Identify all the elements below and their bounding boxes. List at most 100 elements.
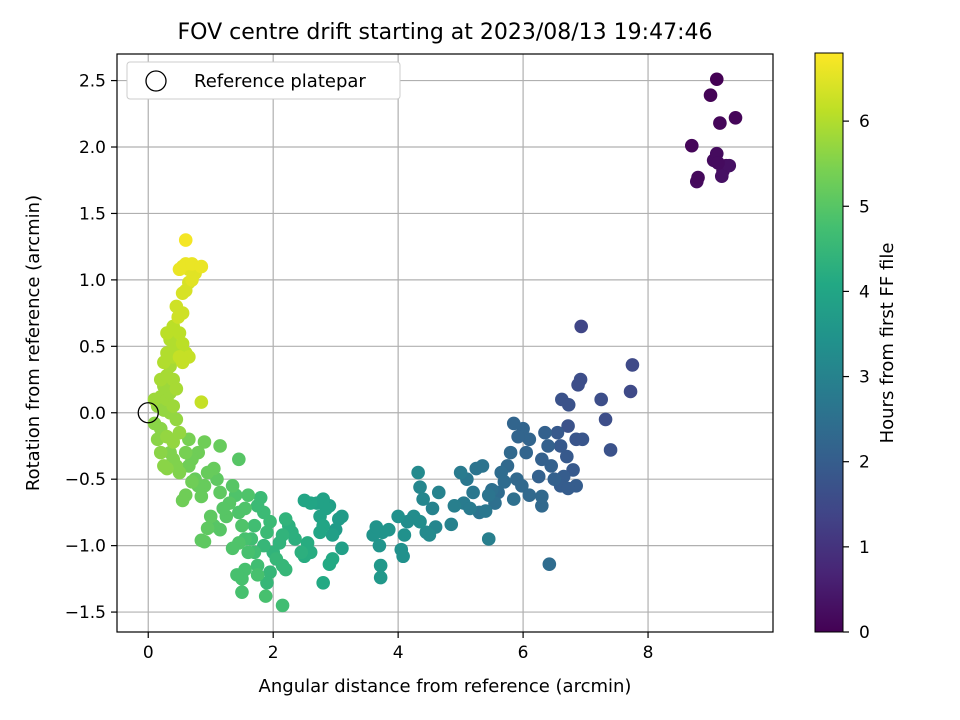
data-point [278,512,293,526]
x-tick-label: 2 [268,643,279,663]
data-point [478,504,493,518]
data-point [203,509,218,524]
data-point [535,452,549,467]
y-tick-label: 0.0 [79,404,106,424]
x-tick-label: 8 [643,643,654,663]
colorbar-tick-label: 0 [859,623,870,643]
data-point [531,469,546,484]
data-point [325,528,340,542]
data-point [232,452,246,467]
data-point [691,170,705,185]
data-point [247,518,262,533]
y-axis-label: Rotation from reference (arcmin) [23,195,44,491]
data-point [515,479,529,493]
colorbar-label: Hours from first FF file [877,243,898,444]
data-point [713,116,727,130]
colorbar-tick-label: 6 [859,112,870,132]
data-point [603,443,618,457]
x-tick-label: 0 [143,643,154,663]
data-point [235,585,249,599]
data-point [213,439,227,453]
x-tick-label: 4 [393,643,404,663]
colorbar-tick-label: 4 [859,282,870,302]
data-point [250,558,265,573]
data-point [322,557,337,572]
data-point [453,465,468,480]
data-point [722,158,737,173]
data-point [373,570,388,585]
data-point [598,412,613,427]
data-point [547,472,562,486]
data-point [200,465,215,480]
data-point [175,493,190,508]
colorbar-tick-label: 3 [859,368,870,388]
data-point [294,545,309,560]
y-tick-label: −1.5 [65,603,106,623]
data-point [560,449,574,464]
data-point [169,299,184,314]
y-tick-label: 2.0 [79,138,106,158]
data-point [178,445,193,460]
data-point [431,485,446,500]
data-point [213,485,227,500]
data-point [331,512,346,526]
data-point [522,488,537,502]
colorbar-tick-label: 2 [859,453,870,473]
data-point [422,528,437,542]
data-point [506,416,521,431]
y-tick-label: 1.5 [79,204,106,224]
data-point [561,419,575,433]
data-point [709,72,724,87]
data-point [172,326,187,340]
data-point [463,501,477,516]
data-point [714,169,729,184]
data-point [178,233,193,247]
chart-title: FOV centre drift starting at 2023/08/13 … [178,20,713,45]
data-point [372,538,387,553]
data-point [506,492,521,506]
data-point [194,533,209,548]
data-point [574,319,588,334]
data-point [535,498,549,513]
data-point [194,489,209,504]
data-point [550,425,565,440]
data-point [369,520,384,534]
data-point [561,397,576,412]
data-point [703,88,718,102]
data-point [238,501,252,516]
data-point [241,488,255,502]
data-point [571,378,585,392]
data-point [316,576,330,590]
data-point [541,439,555,453]
data-point [297,493,312,508]
data-point [728,110,743,125]
y-tick-label: −0.5 [65,470,106,490]
data-point [553,439,568,453]
data-point [250,568,265,582]
data-point [425,501,440,516]
colorbar-tick-label: 5 [859,197,870,217]
data-point [241,545,255,560]
reference-platepar-marker [137,402,159,424]
data-point [260,525,274,540]
data-point [172,350,187,364]
data-point [225,541,240,556]
data-point [684,138,699,153]
data-point [711,156,725,170]
data-point [522,432,537,447]
data-point [538,425,552,440]
grid [117,54,773,632]
data-point [258,589,273,603]
x-tick-label: 6 [518,643,529,663]
data-point [260,576,274,590]
x-axis-ticks: 0 2 4 6 8 [143,632,654,663]
data-point [623,384,638,399]
y-tick-label: 2.5 [79,72,106,92]
data-point [575,432,590,447]
data-point [200,521,215,536]
data-point [594,392,608,407]
legend-marker-open-circle [145,70,167,92]
data-point [216,501,231,516]
colorbar: 0 1 2 3 4 5 6 Hours from first FF file [814,52,898,643]
